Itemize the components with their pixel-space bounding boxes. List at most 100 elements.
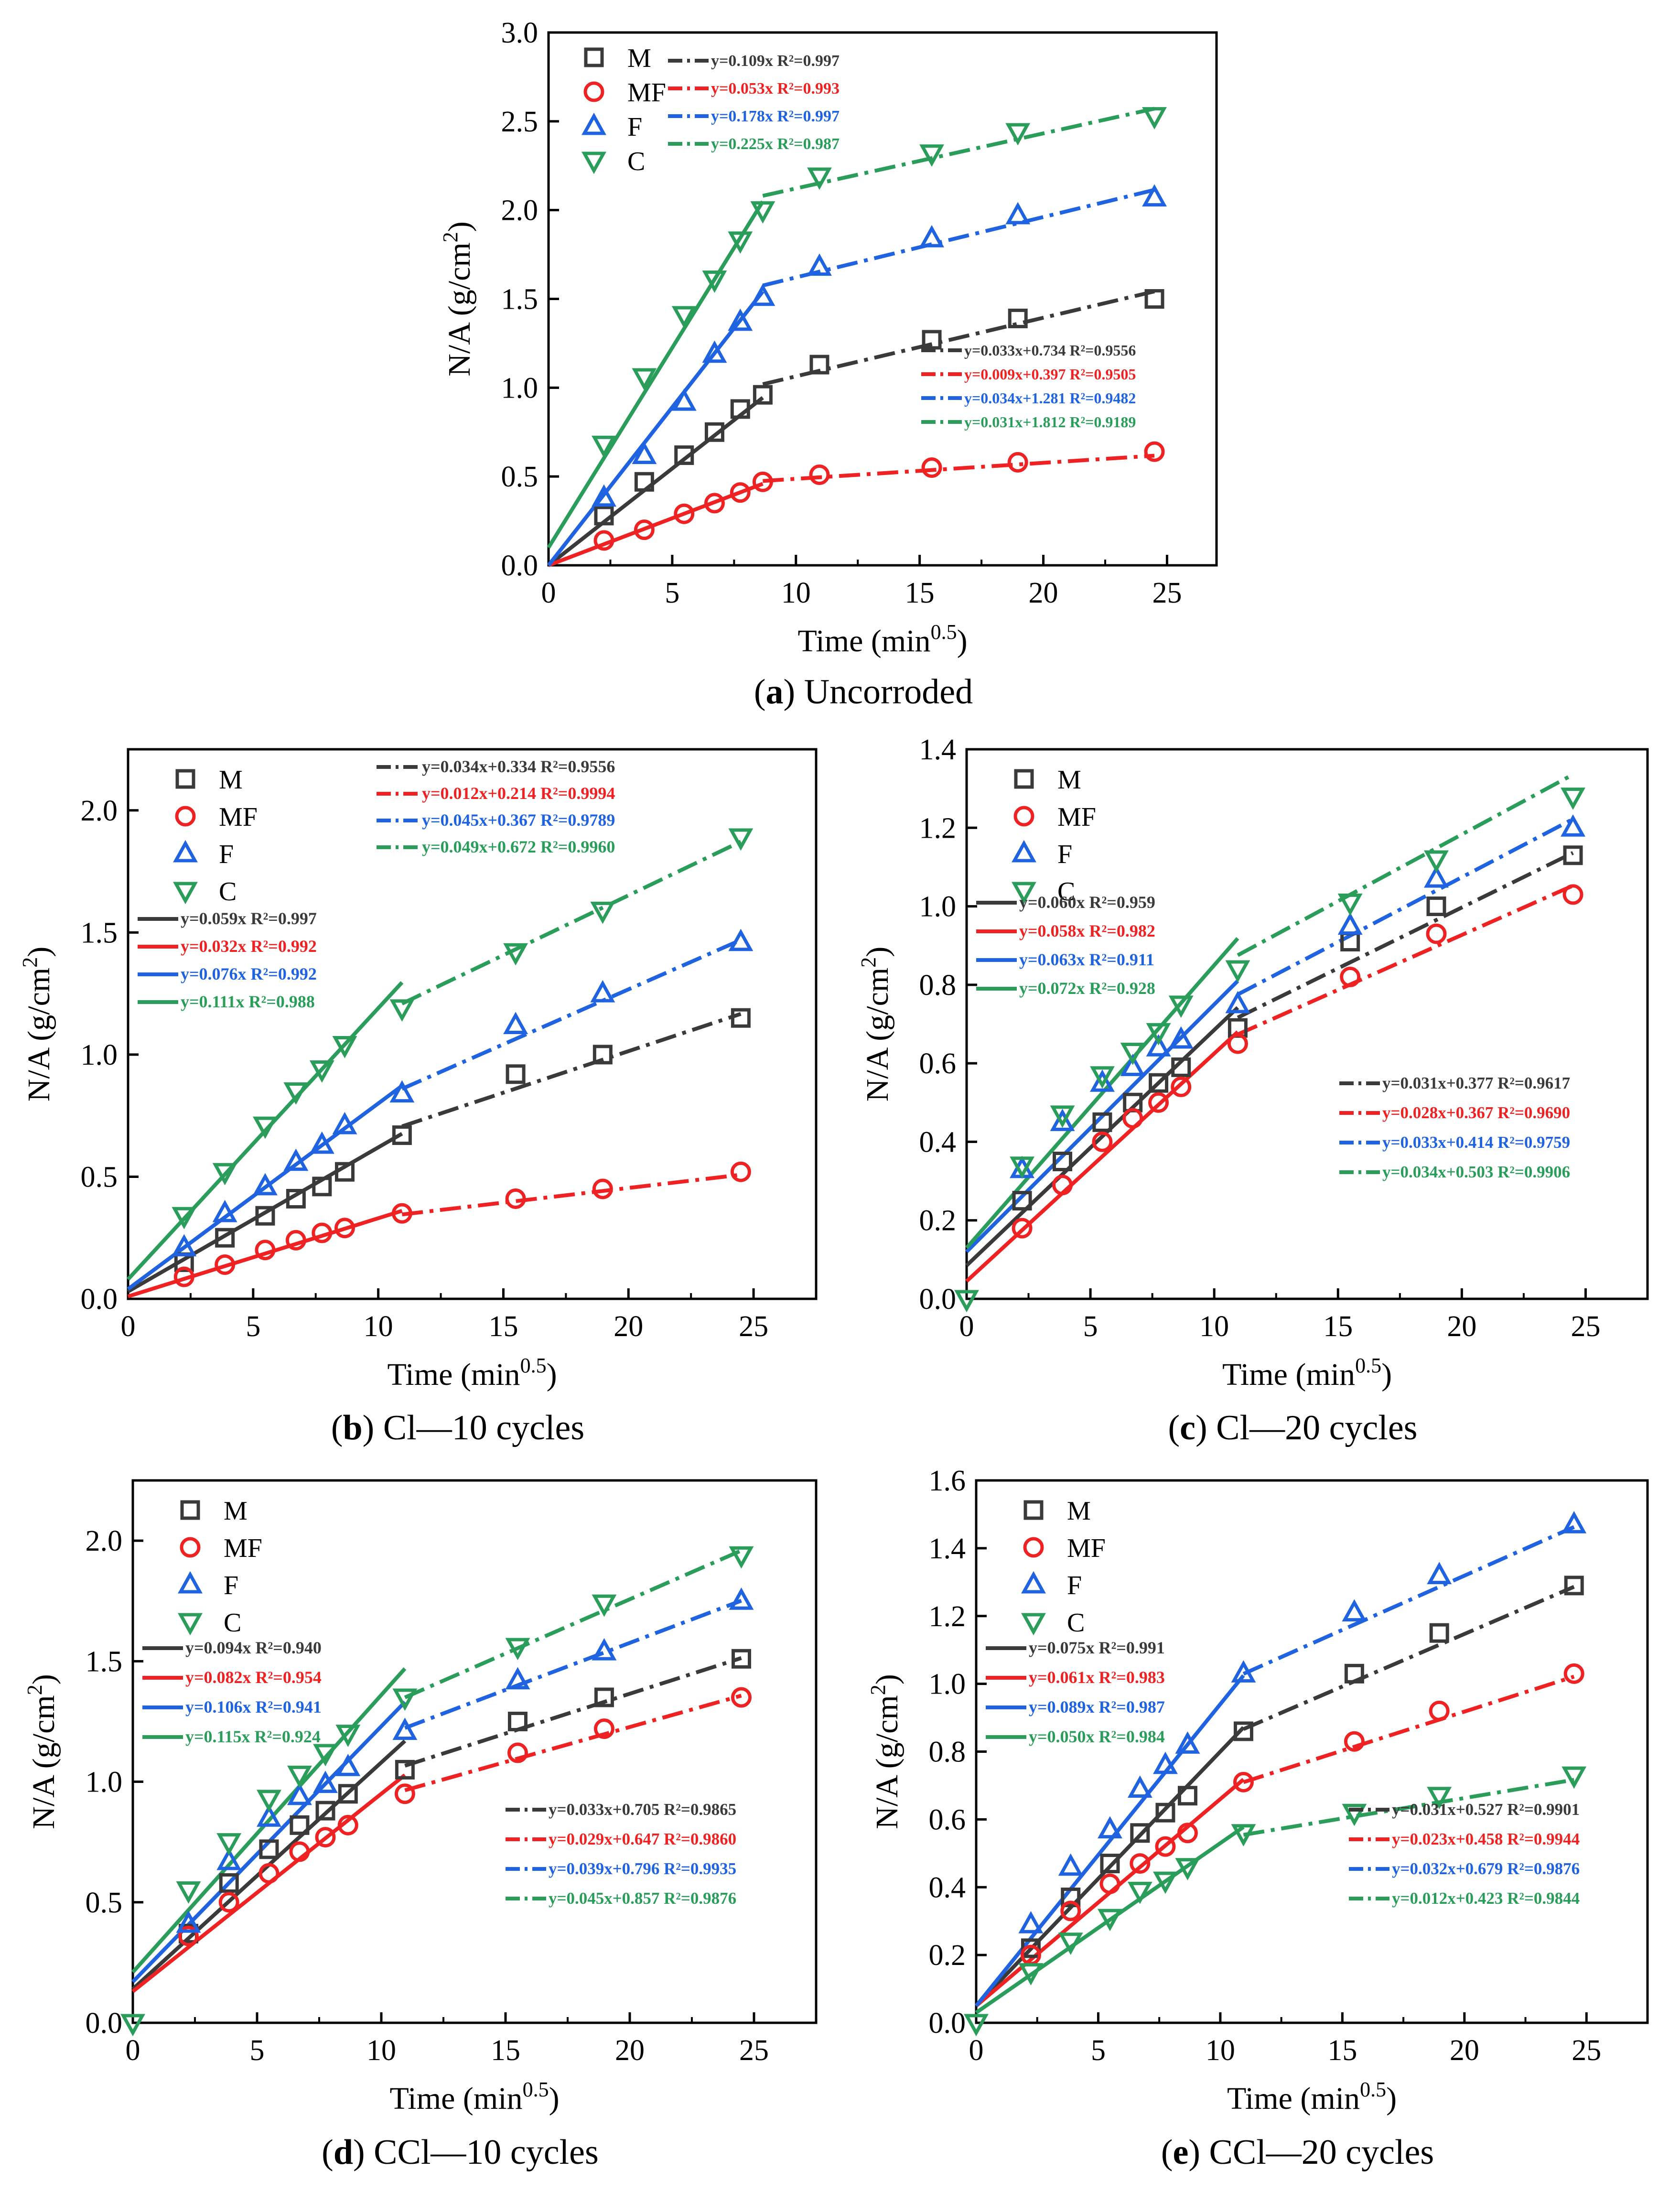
marker-f xyxy=(313,1770,338,1793)
marker-mf xyxy=(1340,966,1361,987)
marker-f xyxy=(1337,912,1363,935)
marker-c xyxy=(1427,1787,1452,1809)
marker-mf xyxy=(1227,1033,1248,1054)
marker-f xyxy=(332,1112,357,1134)
marker-c xyxy=(1142,107,1167,130)
marker-f xyxy=(392,1717,418,1740)
marker-f xyxy=(1146,1034,1171,1057)
marker-c xyxy=(750,201,775,224)
equation-text-mf: y=0.012x+0.214 R²=0.9994 xyxy=(422,784,615,803)
x-tick-label: 25 xyxy=(1572,2034,1601,2067)
fit-line-f-dashdot xyxy=(1242,1525,1575,1676)
marker-m xyxy=(1130,1823,1150,1843)
marker-c xyxy=(389,999,415,1022)
marker-mf xyxy=(1122,1108,1143,1129)
marker-mf xyxy=(315,1827,336,1848)
marker-mf xyxy=(289,1841,310,1862)
fit-line-c-solid xyxy=(131,1667,407,1974)
marker-f xyxy=(309,1131,334,1154)
fit-line-m-solid xyxy=(127,1132,403,1294)
y-tick-label: 0.5 xyxy=(81,1161,118,1193)
legend-label-mf: MF xyxy=(627,78,666,108)
equation-text-c: y=0.034x+0.503 R²=0.9906 xyxy=(1382,1163,1570,1181)
marker-c xyxy=(1342,1803,1367,1826)
x-tick-label: 5 xyxy=(665,577,679,609)
x-axis-label-sup: 0.5 xyxy=(523,2078,549,2101)
x-axis-label-end: ) xyxy=(1386,2081,1397,2116)
legend-label-c: C xyxy=(219,877,237,907)
x-tick-label: 15 xyxy=(491,2034,520,2067)
marker-c xyxy=(954,1290,979,1313)
marker-c xyxy=(671,306,697,329)
marker-c xyxy=(1098,1909,1122,1932)
y-tick-label: 0.0 xyxy=(919,1283,957,1316)
marker-mf xyxy=(218,1892,239,1913)
equation-text-c: y=0.031x+1.812 R²=0.9189 xyxy=(964,413,1136,431)
equation-text-c: y=0.111x R²=0.988 xyxy=(181,992,315,1011)
marker-mf xyxy=(921,457,942,478)
marker-mf xyxy=(593,1718,614,1739)
fit-line-f-solid xyxy=(965,979,1239,1253)
y-axis-label: N/A (g/cm2) xyxy=(866,1674,905,1829)
marker-f xyxy=(1562,1511,1587,1533)
x-tick-label: 20 xyxy=(1029,577,1058,609)
marker-m xyxy=(1171,1057,1191,1077)
y-tick-label: 1.6 xyxy=(929,1465,966,1497)
legend-marker-c xyxy=(173,882,198,905)
legend-marker-c xyxy=(1021,1613,1046,1636)
fit-line-c-solid xyxy=(975,1825,1245,2015)
marker-f xyxy=(729,1587,754,1610)
marker-f xyxy=(1153,1751,1178,1774)
y-tick-label: 0.8 xyxy=(929,1736,966,1769)
y-tick-label: 1.5 xyxy=(86,1645,123,1678)
legend-label-f: F xyxy=(224,1571,238,1600)
equation-text-f: y=0.076x R²=0.992 xyxy=(181,964,317,983)
marker-c xyxy=(283,1082,309,1105)
y-tick-label: 0.5 xyxy=(86,1887,123,1919)
legend-marker-mf xyxy=(180,1537,201,1558)
marker-c xyxy=(313,1744,338,1767)
equation-text-m: y=0.031x+0.527 R²=0.9901 xyxy=(1392,1800,1580,1819)
legend-label-m: M xyxy=(224,1496,248,1526)
marker-m xyxy=(1429,1623,1449,1643)
x-axis-label-end: ) xyxy=(547,1357,557,1392)
legend-marker-m xyxy=(1023,1500,1044,1520)
equation-text-mf: y=0.082x R²=0.954 xyxy=(185,1668,322,1687)
x-tick-label: 0 xyxy=(541,577,556,609)
fit-line-mf-dashdot xyxy=(401,1173,741,1217)
legend-marker-f xyxy=(173,840,198,863)
panel-caption-letter: c xyxy=(1180,1408,1195,1447)
x-tick-label: 20 xyxy=(1447,1310,1476,1343)
marker-f xyxy=(1098,1816,1122,1839)
marker-m xyxy=(592,1045,613,1065)
fit-line-m-dashdot xyxy=(404,1656,742,1768)
marker-c xyxy=(1127,1881,1152,1904)
marker-mf xyxy=(731,1687,752,1708)
y-tick-label: 0.0 xyxy=(86,2007,123,2040)
equation-text-m: y=0.094x R²=0.940 xyxy=(185,1638,322,1657)
panel-caption-text: CCl—20 cycles xyxy=(1200,2133,1434,2172)
marker-f xyxy=(1175,1731,1200,1754)
legend-marker-mf xyxy=(1023,1537,1044,1558)
marker-mf xyxy=(809,464,830,485)
chart-d: 0 5 10 15 20 25 0.0 0.5 1.0 1.5 2.0 Time (min0.5) N/… xyxy=(23,1479,818,2172)
marker-c xyxy=(392,1688,418,1711)
marker-f xyxy=(212,1199,237,1222)
marker-m xyxy=(704,422,724,442)
x-tick-label: 5 xyxy=(246,1310,260,1343)
plot-frame xyxy=(965,748,1649,1300)
y-tick-label: 1.4 xyxy=(919,734,957,766)
marker-mf xyxy=(1233,1771,1254,1792)
x-axis-label-end: ) xyxy=(957,624,968,658)
legend-marker-c xyxy=(1012,882,1036,905)
chart-b: 0 5 10 15 20 25 0.0 0.5 1.0 1.5 2.0 Time (min0.5) N/… xyxy=(18,748,818,1447)
equation-text-mf: y=0.058x R²=0.982 xyxy=(1019,921,1155,940)
x-axis-label: Time (min0.5) xyxy=(389,2078,559,2116)
fit-line-mf-dashdot xyxy=(404,1694,742,1792)
marker-f xyxy=(1018,1911,1044,1933)
fit-line-m-solid xyxy=(975,1726,1245,2008)
legend-label-c: C xyxy=(1067,1608,1085,1638)
y-tick-label: 2.0 xyxy=(501,194,538,227)
fit-line-f-dashdot xyxy=(762,188,1155,288)
